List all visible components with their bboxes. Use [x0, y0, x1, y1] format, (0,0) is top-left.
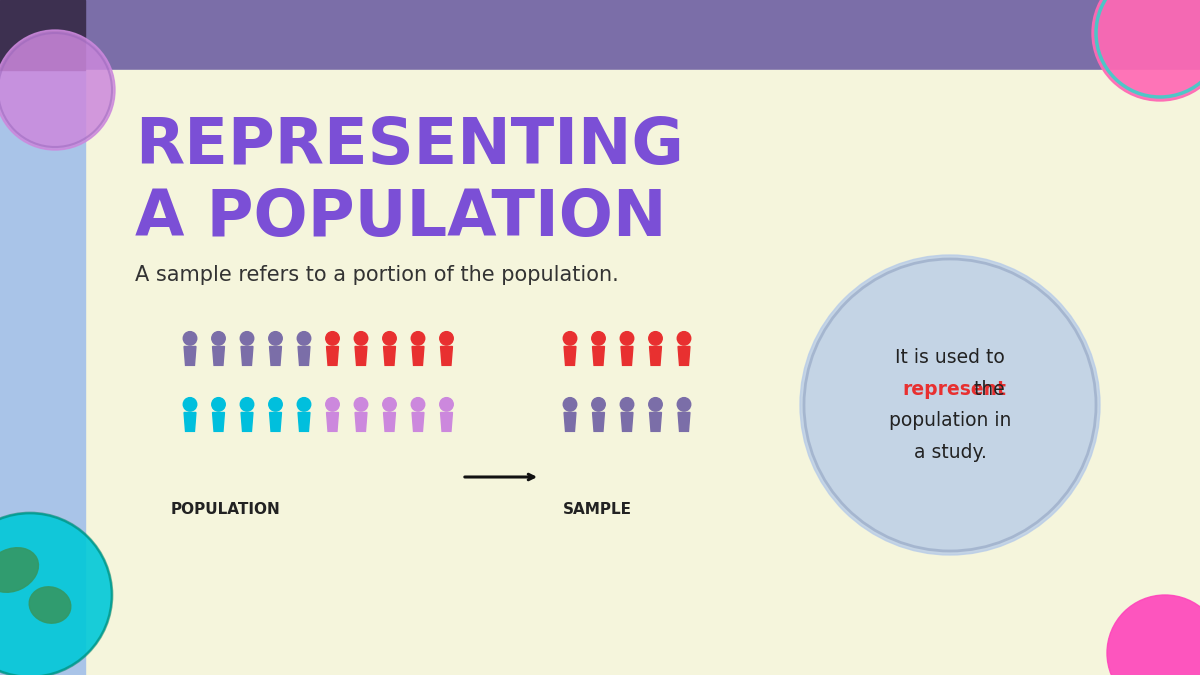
Polygon shape — [440, 346, 452, 365]
Polygon shape — [355, 412, 367, 431]
Polygon shape — [622, 412, 632, 431]
Text: REPRESENTING: REPRESENTING — [134, 115, 684, 177]
Polygon shape — [270, 412, 282, 431]
Circle shape — [412, 331, 425, 345]
Circle shape — [269, 398, 282, 411]
Circle shape — [800, 255, 1100, 555]
Polygon shape — [412, 346, 424, 365]
Circle shape — [0, 30, 115, 150]
Polygon shape — [649, 412, 661, 431]
Polygon shape — [241, 346, 253, 365]
Circle shape — [383, 331, 396, 345]
Circle shape — [563, 331, 577, 345]
Text: A sample refers to a portion of the population.: A sample refers to a portion of the popu… — [134, 265, 619, 285]
Polygon shape — [622, 346, 632, 365]
Circle shape — [240, 331, 253, 345]
Circle shape — [412, 398, 425, 411]
Polygon shape — [355, 346, 367, 365]
Circle shape — [211, 398, 226, 411]
Text: a study.: a study. — [913, 443, 986, 462]
Circle shape — [184, 331, 197, 345]
Text: represent: represent — [902, 380, 1007, 399]
Polygon shape — [649, 346, 661, 365]
Circle shape — [325, 398, 340, 411]
Text: SAMPLE: SAMPLE — [563, 502, 631, 518]
Polygon shape — [298, 346, 310, 365]
Polygon shape — [384, 346, 396, 365]
Polygon shape — [678, 412, 690, 431]
Circle shape — [677, 398, 691, 411]
Circle shape — [184, 398, 197, 411]
Text: population in: population in — [889, 411, 1012, 430]
Polygon shape — [184, 412, 196, 431]
Circle shape — [620, 331, 634, 345]
Circle shape — [354, 398, 367, 411]
Polygon shape — [212, 346, 224, 365]
Polygon shape — [212, 412, 224, 431]
Circle shape — [298, 398, 311, 411]
Polygon shape — [384, 412, 396, 431]
Polygon shape — [412, 412, 424, 431]
Circle shape — [240, 398, 253, 411]
Ellipse shape — [29, 587, 71, 623]
Ellipse shape — [0, 547, 38, 592]
Circle shape — [383, 398, 396, 411]
Polygon shape — [678, 346, 690, 365]
Circle shape — [0, 513, 112, 675]
Text: A POPULATION: A POPULATION — [134, 187, 666, 249]
Polygon shape — [298, 412, 310, 431]
Polygon shape — [241, 412, 253, 431]
Bar — [85, 70, 1200, 675]
Circle shape — [211, 331, 226, 345]
Circle shape — [563, 398, 577, 411]
Circle shape — [592, 398, 605, 411]
Polygon shape — [184, 346, 196, 365]
Bar — [0, 70, 85, 675]
Polygon shape — [326, 346, 338, 365]
Polygon shape — [326, 412, 338, 431]
Circle shape — [298, 331, 311, 345]
Circle shape — [1092, 0, 1200, 101]
Bar — [0, 0, 1200, 70]
Polygon shape — [564, 346, 576, 365]
Circle shape — [649, 398, 662, 411]
Polygon shape — [440, 412, 452, 431]
Polygon shape — [593, 346, 605, 365]
Polygon shape — [564, 412, 576, 431]
Circle shape — [1108, 595, 1200, 675]
Bar — [0, 0, 85, 70]
Text: the: the — [968, 380, 1004, 399]
Text: POPULATION: POPULATION — [170, 502, 280, 518]
Circle shape — [649, 331, 662, 345]
Circle shape — [592, 331, 605, 345]
Circle shape — [269, 331, 282, 345]
Circle shape — [439, 398, 454, 411]
Polygon shape — [593, 412, 605, 431]
Text: It is used to: It is used to — [895, 348, 1004, 367]
Circle shape — [677, 331, 691, 345]
Circle shape — [354, 331, 367, 345]
Circle shape — [620, 398, 634, 411]
Circle shape — [325, 331, 340, 345]
Polygon shape — [270, 346, 282, 365]
Circle shape — [439, 331, 454, 345]
